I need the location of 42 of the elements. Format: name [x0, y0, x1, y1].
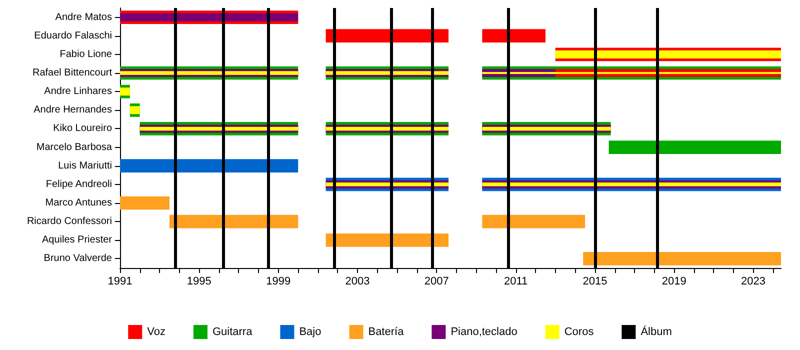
bar [482, 72, 781, 74]
y-tick-label: Fabio Lione [60, 48, 112, 60]
y-tick-label: Bruno Valverde [44, 253, 112, 264]
x-tick-label: 1995 [186, 276, 212, 288]
y-tick-label: Aquiles Priester [42, 234, 113, 246]
legend-label: Álbum [640, 325, 672, 338]
legend-label: Batería [368, 326, 405, 338]
x-tick-label: 2019 [662, 276, 686, 288]
legend-label: Piano,teclado [450, 326, 518, 338]
bar [120, 159, 298, 173]
y-tick-label: Andre Hernandes [34, 104, 112, 116]
y-tick-label: Andre Linhares [44, 86, 112, 98]
y-tick-label: Felipe Andreoli [46, 178, 112, 190]
bar [120, 13, 298, 22]
bar [482, 214, 586, 228]
y-tick-label: Ricardo Confessori [26, 216, 112, 228]
bar [120, 196, 170, 210]
x-tick-label: 2007 [424, 276, 449, 288]
bar [482, 29, 546, 43]
legend-label: Guitarra [212, 326, 254, 338]
x-tick-label: 2003 [345, 276, 370, 288]
x-tick-label: 2015 [582, 276, 608, 288]
y-tick-label: Luis Mariutti [58, 160, 112, 172]
y-tick-label: Rafael Bittencourt [32, 68, 112, 78]
bar [583, 252, 781, 266]
bar [482, 182, 781, 186]
legend-label: Bajo [299, 326, 322, 338]
y-tick-label: Marcelo Barbosa [36, 142, 112, 153]
x-tick-label: 2011 [504, 276, 528, 288]
x-tick-label: 1991 [108, 276, 132, 288]
y-tick-label: Eduardo Falaschi [34, 30, 112, 42]
bar [326, 29, 449, 43]
legend-label: Coros [564, 326, 594, 338]
bar [608, 140, 781, 154]
bar [169, 214, 298, 228]
x-tick-label: 1999 [266, 276, 291, 288]
x-tick-label: 2023 [741, 276, 766, 288]
y-tick-label: Marco Antunes [45, 198, 112, 208]
y-tick-label: Kiko Loureiro [53, 123, 112, 134]
bar [326, 233, 449, 247]
legend-label: Voz [147, 326, 166, 338]
y-tick-label: Andre Matos [55, 12, 112, 23]
